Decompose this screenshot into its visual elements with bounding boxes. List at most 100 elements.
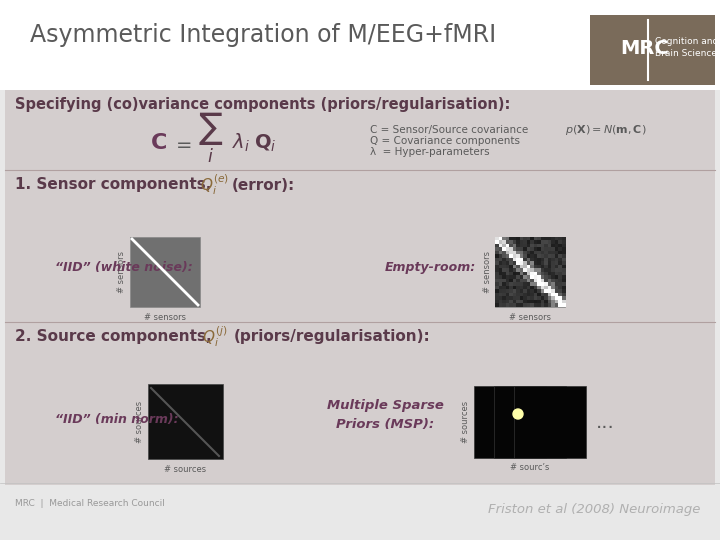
Bar [544, 303, 548, 307]
Bar [554, 268, 559, 272]
Bar [509, 279, 513, 282]
Bar [558, 265, 562, 268]
Bar [513, 300, 516, 303]
Bar [505, 247, 510, 251]
Bar [509, 240, 513, 244]
Bar [547, 289, 552, 293]
Bar [513, 282, 516, 286]
Bar [544, 300, 548, 303]
Bar [520, 279, 523, 282]
Bar [551, 258, 555, 261]
Bar [554, 258, 559, 261]
Bar [495, 240, 499, 244]
Bar [544, 293, 548, 296]
Bar [513, 258, 516, 261]
Bar [547, 268, 552, 272]
Bar [498, 289, 503, 293]
Text: Q = Covariance components: Q = Covariance components [370, 136, 520, 146]
Bar [516, 237, 520, 240]
Bar [495, 282, 499, 286]
Bar [534, 240, 538, 244]
Bar [544, 254, 548, 258]
Bar [526, 286, 531, 289]
Bar [562, 254, 565, 258]
Bar [526, 300, 531, 303]
Bar [541, 244, 544, 247]
Bar [534, 279, 538, 282]
Bar [502, 275, 506, 279]
Bar [541, 265, 544, 268]
Bar [562, 265, 565, 268]
Bar [0, 0, 720, 90]
Bar [534, 247, 538, 251]
Bar [526, 296, 531, 300]
Bar [562, 300, 565, 303]
Bar [513, 296, 516, 300]
Bar [498, 303, 503, 307]
Bar [551, 247, 555, 251]
Bar [551, 240, 555, 244]
Bar [505, 244, 510, 247]
Bar [547, 261, 552, 265]
Bar [544, 296, 548, 300]
Bar [558, 272, 562, 275]
Bar [534, 289, 538, 293]
Bar [494, 386, 566, 458]
Bar [541, 251, 544, 254]
Bar [554, 265, 559, 268]
Bar [498, 251, 503, 254]
Bar [541, 293, 544, 296]
Bar [516, 251, 520, 254]
Bar [530, 237, 534, 240]
Bar [562, 272, 565, 275]
Bar [498, 300, 503, 303]
Bar [505, 261, 510, 265]
Bar [534, 300, 538, 303]
Bar [495, 279, 499, 282]
Bar [554, 289, 559, 293]
Bar [513, 237, 516, 240]
Bar [520, 254, 523, 258]
Bar [547, 244, 552, 247]
Bar [558, 244, 562, 247]
Bar [509, 258, 513, 261]
Bar [516, 279, 520, 282]
Text: $\mathbf{Q}_i$: $\mathbf{Q}_i$ [254, 132, 276, 154]
Bar [523, 289, 527, 293]
Bar [551, 254, 555, 258]
Bar [520, 247, 523, 251]
Bar [537, 237, 541, 240]
Bar [520, 268, 523, 272]
Bar [551, 268, 555, 272]
Bar [526, 258, 531, 261]
Bar [558, 293, 562, 296]
Bar [530, 240, 534, 244]
Bar [541, 237, 544, 240]
Bar [547, 279, 552, 282]
Bar [505, 279, 510, 282]
Text: “IID” (white noise):: “IID” (white noise): [55, 261, 193, 274]
Bar [509, 282, 513, 286]
Bar [502, 286, 506, 289]
Bar [541, 286, 544, 289]
Bar [558, 240, 562, 244]
Bar [537, 244, 541, 247]
Bar [537, 300, 541, 303]
Bar [544, 265, 548, 268]
Bar [520, 300, 523, 303]
Bar [523, 303, 527, 307]
Bar [541, 300, 544, 303]
Bar [516, 254, 520, 258]
Bar [523, 237, 527, 240]
Bar [551, 293, 555, 296]
Bar [505, 251, 510, 254]
Bar [544, 268, 548, 272]
Bar [526, 247, 531, 251]
Bar [547, 300, 552, 303]
Bar [495, 272, 499, 275]
Bar [495, 237, 499, 240]
Bar [523, 258, 527, 261]
Bar [509, 254, 513, 258]
Bar [554, 237, 559, 240]
Bar [558, 289, 562, 293]
